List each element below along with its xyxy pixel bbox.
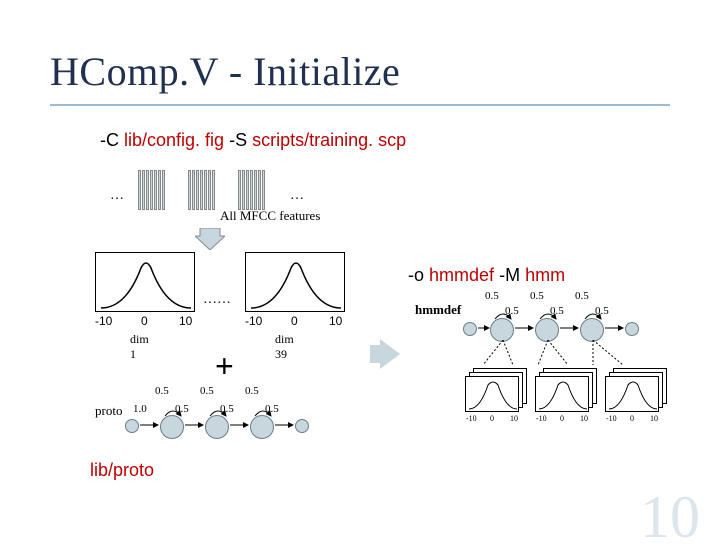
arg-scripts: scripts/training. scp bbox=[252, 130, 406, 150]
proto-arrows bbox=[125, 410, 325, 450]
tick-0-1: 0 bbox=[141, 314, 148, 328]
tick-10-1: 10 bbox=[179, 314, 192, 328]
cmd-line-1: -C lib/config. fig -S scripts/training. … bbox=[100, 130, 406, 151]
feat-block-3 bbox=[238, 170, 278, 210]
slide-title: HComp.V - Initialize bbox=[50, 48, 400, 95]
gauss-box-1 bbox=[95, 252, 195, 312]
dots-right: … bbox=[290, 188, 304, 204]
big-arrow-rect bbox=[370, 345, 380, 363]
proto-label: proto bbox=[95, 403, 122, 419]
pn-r1-3: 0.5 bbox=[245, 385, 259, 397]
tick-n10-1: -10 bbox=[95, 314, 112, 328]
gauss-dots: …… bbox=[203, 292, 231, 308]
hn-r1-1: 0.5 bbox=[485, 290, 499, 302]
tick-n10-2: -10 bbox=[245, 314, 262, 328]
hn-r1-2: 0.5 bbox=[530, 290, 544, 302]
title-underline bbox=[50, 104, 670, 106]
pn-r1-1: 0.5 bbox=[155, 385, 169, 397]
cmd-line-2: -o hmmdef -M hmm bbox=[408, 265, 565, 286]
dim1-label: dim 1 bbox=[130, 332, 149, 362]
feat-block-1 bbox=[138, 170, 178, 210]
flag-c: -C bbox=[100, 130, 119, 150]
gauss-box-2 bbox=[245, 252, 345, 312]
big-arrow-head bbox=[380, 339, 400, 369]
dashed-lines bbox=[463, 340, 663, 370]
plus-sign: + bbox=[215, 348, 234, 385]
dots-left: … bbox=[110, 188, 124, 204]
hmmdef-label: hmmdef bbox=[415, 302, 461, 318]
page-number: 10 bbox=[640, 483, 700, 552]
hn-r1-3: 0.5 bbox=[575, 290, 589, 302]
dim39-label: dim 39 bbox=[275, 332, 294, 362]
feature-files-area: … … All MFCC features bbox=[120, 170, 340, 220]
arg-config: lib/config. fig bbox=[124, 130, 224, 150]
arrow-down-icon bbox=[195, 228, 225, 250]
pn-r1-2: 0.5 bbox=[200, 385, 214, 397]
lib-proto-label: lib/proto bbox=[90, 460, 154, 481]
flag-s: -S bbox=[229, 130, 247, 150]
flag-m: -M bbox=[499, 265, 520, 285]
arg-hmm: hmm bbox=[525, 265, 565, 285]
arg-hmmdef: hmmdef bbox=[429, 265, 494, 285]
feat-caption: All MFCC features bbox=[220, 208, 320, 224]
tick-10-2: 10 bbox=[329, 314, 342, 328]
flag-o: -o bbox=[408, 265, 424, 285]
feat-block-2 bbox=[188, 170, 228, 210]
tick-0-2: 0 bbox=[291, 314, 298, 328]
